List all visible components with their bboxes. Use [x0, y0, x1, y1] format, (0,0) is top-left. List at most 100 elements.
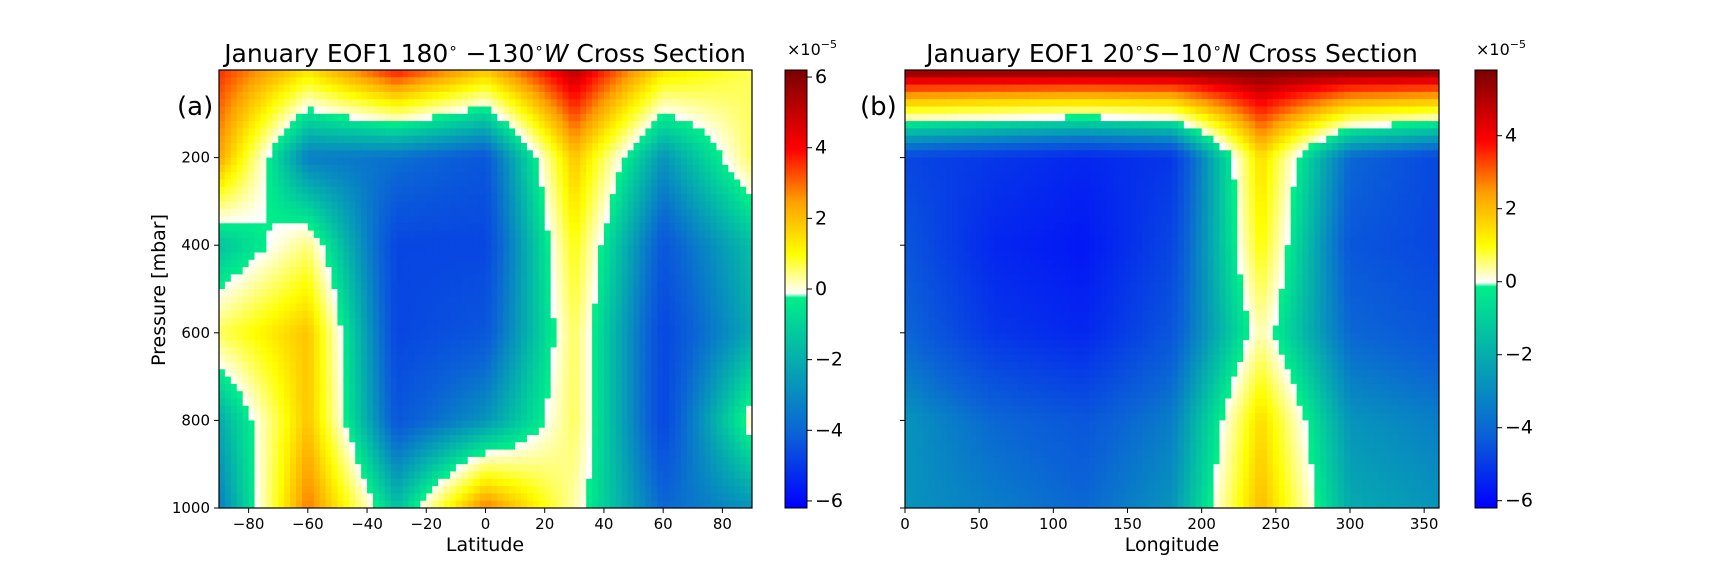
heatmap-cell	[603, 362, 611, 370]
heatmap-cell	[467, 201, 475, 210]
heatmap-cell	[248, 77, 256, 86]
heatmap-cell	[686, 369, 694, 378]
heatmap-cell	[609, 172, 617, 181]
heatmap-cell	[515, 310, 522, 319]
heatmap-cell	[325, 99, 333, 108]
heatmap-cell	[230, 464, 238, 473]
heatmap-cell	[704, 70, 712, 78]
heatmap-cell	[669, 252, 676, 261]
heatmap-cell	[663, 237, 670, 246]
heatmap-cell	[343, 362, 350, 370]
heatmap-cell	[538, 340, 546, 348]
heatmap-cell	[455, 464, 463, 473]
heatmap-cell	[479, 216, 487, 224]
heatmap-cell	[278, 172, 285, 181]
heatmap-cell	[479, 442, 487, 451]
heatmap-cell	[509, 223, 516, 232]
heatmap-cell	[266, 121, 273, 129]
heatmap-cell	[284, 456, 291, 465]
heatmap-cell	[295, 274, 303, 283]
heatmap-cell	[449, 391, 457, 400]
heatmap-cell	[586, 91, 593, 100]
heatmap-cell	[598, 456, 605, 465]
heatmap-cell	[740, 113, 747, 122]
heatmap-cell	[290, 267, 297, 275]
heatmap-cell	[242, 99, 250, 108]
heatmap-cell	[414, 318, 421, 327]
heatmap-cell	[663, 84, 670, 93]
heatmap-cell	[515, 91, 522, 100]
heatmap-cell	[485, 427, 493, 436]
heatmap-cell	[669, 340, 676, 348]
heatmap-cell	[260, 150, 267, 159]
heatmap-cell	[568, 310, 575, 319]
heatmap-cell	[396, 456, 404, 465]
heatmap-cell	[592, 179, 599, 188]
heatmap-cell	[378, 456, 386, 465]
heatmap-cell	[390, 252, 398, 261]
heatmap-cell	[497, 456, 504, 465]
heatmap-cell	[390, 223, 398, 232]
heatmap-cell	[378, 325, 386, 334]
heatmap-cell	[592, 259, 599, 268]
heatmap-cell	[402, 194, 410, 202]
heatmap-cell	[645, 398, 652, 407]
heatmap-cell	[432, 464, 439, 473]
heatmap-cell	[343, 456, 350, 465]
heatmap-cell	[556, 121, 564, 129]
heatmap-cell	[337, 106, 344, 115]
heatmap-cell	[568, 383, 575, 392]
heatmap-cell	[372, 442, 380, 451]
heatmap-cell	[639, 121, 646, 129]
heatmap-cell	[219, 310, 226, 319]
heatmap-cell	[657, 135, 664, 144]
heatmap-cell	[455, 135, 463, 144]
heatmap-cell	[378, 281, 386, 290]
heatmap-cell	[598, 442, 605, 451]
heatmap-cell	[716, 413, 723, 421]
heatmap-cell	[645, 121, 652, 129]
heatmap-cell	[290, 216, 297, 224]
heatmap-cell	[639, 442, 646, 451]
heatmap-cell	[420, 281, 427, 290]
heatmap-cell	[444, 303, 451, 312]
heatmap-cell	[325, 201, 333, 210]
heatmap-cell	[680, 289, 688, 297]
heatmap-cell	[284, 186, 291, 195]
heatmap-cell	[562, 113, 570, 122]
heatmap-cell	[378, 354, 386, 363]
heatmap-cell	[438, 362, 445, 370]
heatmap-cell	[544, 340, 552, 348]
heatmap-cell	[686, 252, 694, 261]
heatmap-cell	[331, 252, 339, 261]
heatmap-cell	[325, 369, 333, 378]
heatmap-cell	[378, 164, 386, 173]
heatmap-cell	[734, 310, 741, 319]
heatmap-cell	[568, 332, 575, 341]
heatmap-cell	[515, 237, 522, 246]
heatmap-cell	[686, 405, 694, 414]
heatmap-cell	[509, 398, 516, 407]
heatmap-cell	[538, 369, 546, 378]
heatmap-cell	[319, 157, 327, 166]
heatmap-cell	[313, 347, 321, 356]
heatmap-cell	[260, 245, 267, 254]
heatmap-cell	[544, 354, 552, 363]
heatmap-cell	[734, 340, 741, 348]
heatmap-cell	[728, 464, 735, 473]
heatmap-cell	[455, 420, 463, 429]
heatmap-cell	[657, 128, 664, 137]
heatmap-cell	[503, 413, 510, 421]
heatmap-cell	[444, 99, 451, 108]
heatmap-cell	[580, 91, 587, 100]
heatmap-cell	[521, 84, 528, 93]
heatmap-cell	[698, 208, 706, 217]
heatmap-cell	[598, 325, 605, 334]
heatmap-cell	[651, 340, 658, 348]
heatmap-cell	[627, 113, 635, 122]
heatmap-cell	[455, 289, 463, 297]
heatmap-cell	[580, 128, 587, 137]
heatmap-cell	[497, 310, 504, 319]
heatmap-cell	[716, 113, 723, 122]
heatmap-cell	[503, 383, 510, 392]
